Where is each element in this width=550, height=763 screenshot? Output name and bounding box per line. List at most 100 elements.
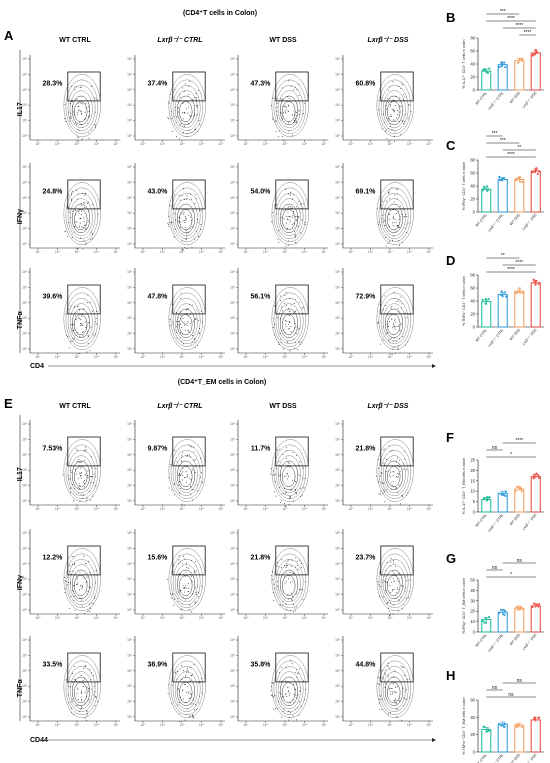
svg-text:10⁵: 10⁵ bbox=[127, 72, 133, 76]
svg-text:10⁴: 10⁴ bbox=[36, 616, 42, 620]
sig-label: ns bbox=[508, 692, 514, 698]
bar bbox=[481, 728, 492, 753]
data-point bbox=[486, 728, 490, 731]
gate-percentage: 7.53% bbox=[43, 446, 64, 453]
svg-text:10⁴: 10⁴ bbox=[368, 142, 374, 146]
gate-box bbox=[172, 284, 206, 315]
data-point bbox=[503, 61, 506, 64]
gate-percentage: 39.6% bbox=[43, 294, 64, 301]
column-header: Lxrβ⁻/⁻ CTRL bbox=[157, 37, 202, 44]
data-point bbox=[537, 282, 540, 285]
svg-text:10⁴: 10⁴ bbox=[244, 723, 250, 727]
data-point bbox=[531, 171, 534, 174]
svg-text:10⁵: 10⁵ bbox=[127, 134, 133, 138]
svg-text:10⁴: 10⁴ bbox=[388, 723, 394, 727]
data-point bbox=[485, 185, 488, 188]
y-tick-label: 0 bbox=[473, 750, 476, 755]
data-point bbox=[482, 497, 486, 500]
bar bbox=[514, 290, 525, 328]
category-label: WT CTRL bbox=[475, 513, 488, 528]
svg-text:10⁴: 10⁴ bbox=[141, 507, 147, 511]
svg-text:10⁵: 10⁵ bbox=[230, 499, 236, 503]
y-tick-label: 60 bbox=[470, 49, 475, 54]
svg-text:10⁴: 10⁴ bbox=[368, 355, 374, 359]
gate-box bbox=[275, 71, 309, 102]
svg-text:10⁴: 10⁴ bbox=[263, 355, 269, 359]
svg-text:10⁴: 10⁴ bbox=[94, 250, 100, 254]
svg-text:10⁵: 10⁵ bbox=[127, 227, 133, 231]
svg-text:10⁴: 10⁴ bbox=[55, 355, 61, 359]
svg-text:10⁵: 10⁵ bbox=[127, 180, 133, 184]
svg-text:10⁴: 10⁴ bbox=[114, 616, 120, 620]
category-label: Lxrβ⁻/⁻ DSS bbox=[521, 633, 537, 652]
bar bbox=[497, 723, 508, 753]
flow-plot: 10⁵ 10⁵ 10⁵ 10⁵ 10⁵ 10⁵ 10⁴ 10⁴ 10⁴ 10⁴ 10⁴ 69.1% bbox=[335, 163, 433, 254]
svg-text:10⁴: 10⁴ bbox=[388, 355, 394, 359]
svg-text:10⁵: 10⁵ bbox=[127, 270, 133, 274]
data-point bbox=[538, 476, 541, 479]
data-point bbox=[517, 485, 521, 488]
data-point bbox=[517, 176, 520, 179]
flow-plot: 10⁵ 10⁵ 10⁵ 10⁵ 10⁵ 10⁵ 10⁴ 10⁴ 10⁴ 10⁴ 10⁴ 56.1% bbox=[230, 268, 328, 359]
row-marker-label: TNFα bbox=[17, 311, 24, 330]
gate-box bbox=[380, 545, 414, 576]
svg-text:10⁴: 10⁴ bbox=[219, 355, 225, 359]
svg-text:10⁵: 10⁵ bbox=[22, 453, 28, 457]
svg-text:10⁵: 10⁵ bbox=[22, 484, 28, 488]
y-tick-label: 0 bbox=[473, 630, 476, 635]
data-point bbox=[515, 292, 518, 295]
svg-text:10⁴: 10⁴ bbox=[283, 616, 289, 620]
svg-text:10⁵: 10⁵ bbox=[22, 88, 28, 92]
bar bbox=[481, 188, 492, 213]
gate-box bbox=[172, 545, 206, 576]
flow-plot: 10⁵ 10⁵ 10⁵ 10⁵ 10⁵ 10⁵ 10⁴ 10⁴ 10⁴ 10⁴ 10⁴ 39.6% bbox=[22, 268, 120, 359]
column-header: WT CTRL bbox=[59, 37, 91, 44]
svg-text:10⁵: 10⁵ bbox=[22, 196, 28, 200]
svg-text:10⁵: 10⁵ bbox=[230, 119, 236, 123]
svg-text:10⁵: 10⁵ bbox=[230, 715, 236, 719]
category-label: Lxrβ⁻/⁻ CTRL bbox=[487, 513, 504, 533]
svg-text:10⁴: 10⁴ bbox=[349, 250, 355, 254]
svg-text:10⁴: 10⁴ bbox=[263, 250, 269, 254]
category-label: WT DSS bbox=[509, 753, 521, 763]
svg-text:10⁴: 10⁴ bbox=[160, 723, 166, 727]
svg-text:10⁴: 10⁴ bbox=[219, 616, 225, 620]
flow-plot: 10⁵ 10⁵ 10⁵ 10⁵ 10⁵ 10⁵ 10⁴ 10⁴ 10⁴ 10⁴ 10⁴ 21.8% bbox=[335, 420, 433, 511]
svg-text:10⁵: 10⁵ bbox=[335, 196, 341, 200]
svg-text:10⁵: 10⁵ bbox=[335, 577, 341, 581]
flow-plot: 10⁵ 10⁵ 10⁵ 10⁵ 10⁵ 10⁵ 10⁴ 10⁴ 10⁴ 10⁴ 10⁴ 60.8% bbox=[335, 55, 433, 146]
svg-text:10⁵: 10⁵ bbox=[335, 531, 341, 535]
svg-text:10⁵: 10⁵ bbox=[335, 227, 341, 231]
data-point bbox=[500, 178, 503, 182]
panel-label-a: A bbox=[4, 28, 14, 43]
y-tick-label: 10 bbox=[470, 619, 475, 624]
svg-text:10⁴: 10⁴ bbox=[55, 507, 61, 511]
sig-label: ns bbox=[492, 565, 498, 571]
y-tick-label: 20 bbox=[470, 468, 475, 473]
svg-text:10⁴: 10⁴ bbox=[199, 723, 205, 727]
y-tick-label: 80 bbox=[470, 36, 475, 41]
svg-text:10⁵: 10⁵ bbox=[127, 453, 133, 457]
sig-label: ns bbox=[492, 445, 498, 451]
data-point bbox=[534, 168, 537, 171]
data-point bbox=[518, 57, 521, 61]
category-label: Lxrβ⁻/⁻ CTRL bbox=[487, 633, 504, 653]
svg-text:10⁵: 10⁵ bbox=[127, 242, 133, 246]
gate-percentage: 60.8% bbox=[356, 81, 377, 88]
sig-label: ns bbox=[517, 558, 523, 564]
svg-text:10⁵: 10⁵ bbox=[335, 700, 341, 704]
svg-text:10⁴: 10⁴ bbox=[283, 507, 289, 511]
data-point bbox=[488, 615, 491, 619]
svg-text:10⁵: 10⁵ bbox=[22, 700, 28, 704]
data-point bbox=[538, 170, 541, 173]
bar bbox=[481, 70, 492, 91]
svg-text:10⁵: 10⁵ bbox=[22, 165, 28, 169]
gate-percentage: 21.8% bbox=[251, 555, 272, 562]
svg-text:10⁴: 10⁴ bbox=[388, 250, 394, 254]
svg-text:10⁵: 10⁵ bbox=[127, 332, 133, 336]
gate-box bbox=[172, 436, 206, 467]
category-label: WT CTRL bbox=[475, 753, 488, 763]
svg-text:10⁴: 10⁴ bbox=[244, 250, 250, 254]
sig-label: **** bbox=[515, 260, 523, 266]
y-axis-label: % IL-17⁺ CD4⁺ T cells in colon bbox=[462, 39, 466, 88]
